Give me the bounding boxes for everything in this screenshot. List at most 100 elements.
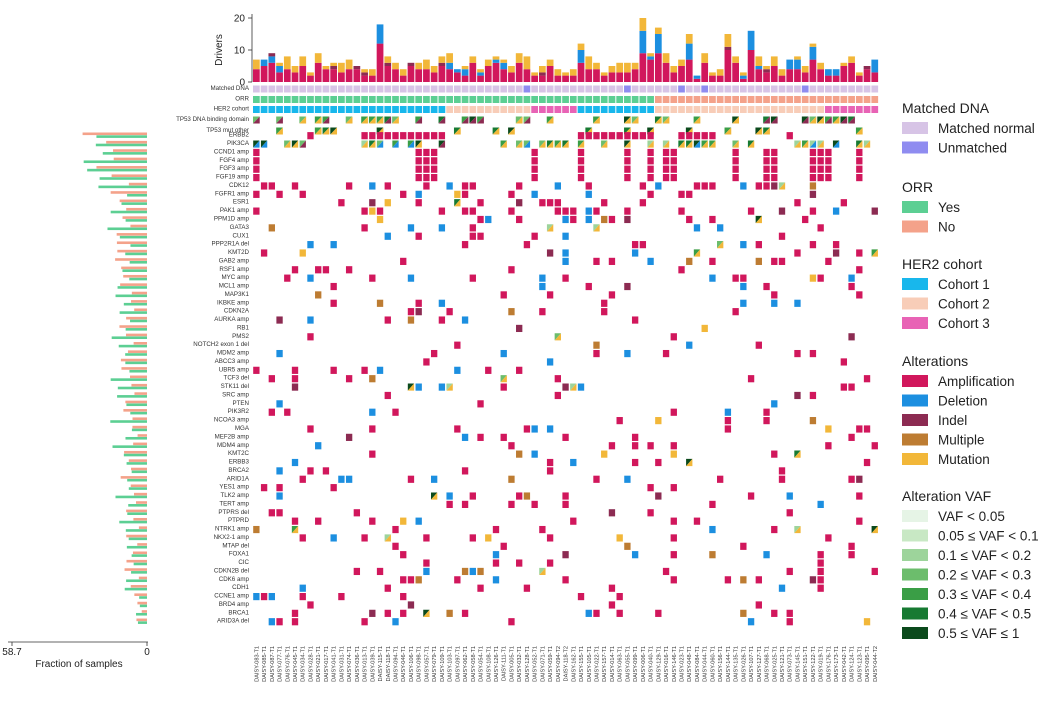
orr-cell (647, 96, 654, 103)
gene-label: ARID3A del (217, 618, 249, 625)
driver-bar-segment (531, 75, 539, 82)
matched-dna-cell (415, 85, 423, 93)
alteration-cell (392, 132, 399, 140)
fraction-bar-no (119, 199, 147, 203)
tp53-other-cell (508, 127, 515, 135)
matched-dna-cell (399, 85, 407, 93)
matched-dna-cell (569, 85, 577, 93)
fraction-bar-yes (107, 227, 147, 231)
driver-bar-segment (840, 62, 848, 66)
sample-label: DAISY-129-T1 (656, 646, 662, 682)
alteration-cell (647, 157, 654, 165)
alteration-cell (647, 148, 654, 157)
tp53-dbd-cell (368, 116, 376, 124)
matched-dna-cell (384, 85, 392, 93)
driver-bar-segment (299, 66, 307, 82)
alteration-cell (624, 475, 631, 483)
fraction-bar-no (126, 534, 147, 538)
fraction-bar-no (127, 350, 147, 353)
alteration-cell (554, 207, 561, 215)
driver-bar-segment (384, 56, 392, 63)
alteration-cell (771, 450, 778, 458)
alteration-cell (670, 165, 677, 173)
driver-bar-segment (531, 72, 539, 76)
matched-dna-cell (531, 85, 539, 93)
driver-bar-segment (794, 59, 801, 70)
alteration-cell (670, 484, 677, 492)
legend-item-label: 0.5 ≤ VAF ≤ 1 (938, 626, 1019, 641)
matched-dna-cell (546, 85, 554, 93)
tp53-other-cell (276, 127, 283, 135)
her2-cohort-cell (770, 106, 778, 113)
alteration-cell (291, 266, 299, 274)
alteration-cell (291, 458, 299, 467)
alteration-cell (330, 534, 337, 542)
alteration-cell (546, 224, 554, 232)
her2-cohort-cell (569, 106, 577, 113)
fraction-bar-no (134, 308, 147, 312)
alteration-cell (361, 618, 368, 626)
alteration-cell (624, 140, 631, 148)
tp53-dbd-cell (840, 116, 848, 124)
driver-bar-segment (786, 69, 794, 82)
driver-bar-segment (732, 62, 739, 82)
alteration-cell (315, 442, 322, 450)
legend-item-label: 0.2 ≤ VAF < 0.3 (938, 568, 1031, 583)
tp53-other-cell (322, 127, 330, 135)
matched-dna-cell (832, 85, 840, 93)
alteration-cell (546, 467, 554, 475)
tp53-dbd-cell (438, 116, 446, 124)
tp53-dbd-cell (624, 116, 631, 124)
fraction-bar-yes (125, 252, 147, 256)
alteration-cell (577, 140, 585, 148)
her2-cohort-cell (322, 106, 330, 113)
alteration-cell (307, 467, 314, 475)
fraction-bar-yes (127, 193, 147, 197)
alteration-cell (662, 349, 670, 358)
driver-bar-segment (330, 62, 338, 66)
alteration-cell (562, 500, 569, 508)
alteration-cell (400, 551, 407, 559)
alteration-cell (825, 157, 832, 165)
driver-bar-segment (624, 72, 631, 82)
alteration-cell (832, 241, 840, 249)
fraction-bar-yes (131, 470, 147, 474)
her2-cohort-cell (484, 106, 492, 113)
alteration-cell (546, 458, 554, 467)
alteration-cell (407, 383, 415, 391)
alteration-cell (686, 140, 693, 148)
her2-cohort-cell (562, 106, 569, 113)
alteration-cell (786, 609, 793, 617)
tp53-other-cell (330, 127, 338, 135)
tp53-other-cell (492, 127, 500, 135)
driver-bar-segment (809, 46, 817, 60)
tp53-other-cell (763, 127, 770, 135)
alteration-cell (786, 567, 793, 576)
alteration-cell (678, 266, 685, 274)
driver-bar-segment (739, 75, 747, 79)
alteration-cell (500, 542, 507, 550)
orr-cell (330, 96, 338, 103)
her2-cohort-cell (376, 106, 384, 113)
alteration-cell (546, 559, 554, 567)
fraction-bar-no (106, 140, 147, 144)
alteration-cell (546, 199, 554, 207)
alteration-cell (415, 140, 422, 148)
alteration-cell (848, 551, 855, 559)
alteration-cell (516, 450, 523, 458)
sample-label: DAISY-032-T1 (517, 646, 523, 682)
driver-bar-segment (461, 66, 469, 70)
alteration-cell (291, 517, 299, 525)
sample-label: DAISY-031-T1 (339, 646, 345, 682)
tp53-dbd-cell (322, 116, 330, 124)
alteration-cell (771, 400, 778, 408)
driver-bar-segment (600, 75, 608, 82)
fraction-bar-no (131, 300, 147, 303)
alteration-cell (361, 140, 368, 148)
driver-bar-segment (755, 56, 763, 66)
matched-dna-cell (330, 85, 338, 93)
matched-dna-cell (809, 85, 817, 93)
alteration-cell (693, 140, 701, 148)
tp53-dbd-cell (314, 116, 322, 124)
